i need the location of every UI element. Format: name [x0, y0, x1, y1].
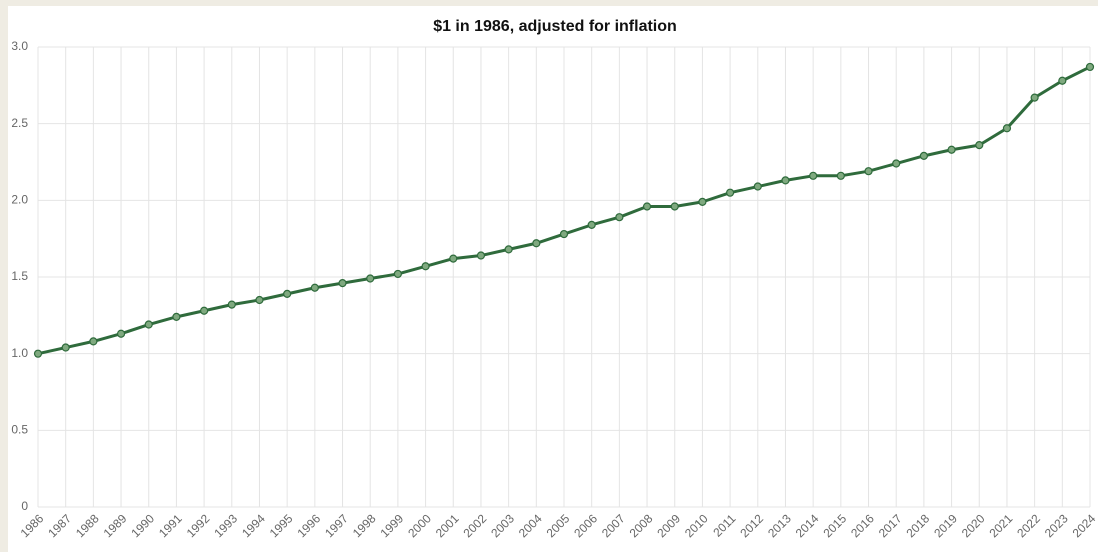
point: [310, 283, 319, 292]
point: [366, 274, 375, 283]
y-tick-label: 2.5: [11, 116, 28, 130]
point: [1002, 124, 1012, 133]
point: [781, 176, 790, 185]
point: [255, 295, 264, 305]
chart-title: $1 in 1986, adjusted for inflation: [433, 18, 677, 35]
point: [200, 306, 209, 315]
point: [283, 289, 292, 298]
point: [809, 171, 818, 180]
chart-panel: [8, 6, 1098, 552]
point: [61, 343, 70, 352]
point: [449, 254, 458, 263]
point: [726, 188, 735, 197]
point: [559, 229, 569, 239]
point: [698, 197, 707, 206]
point: [227, 300, 236, 309]
point: [836, 171, 845, 180]
point: [670, 202, 679, 211]
point: [947, 145, 956, 154]
point: [753, 182, 762, 191]
point: [476, 251, 486, 260]
y-tick-label: 1.5: [11, 269, 28, 283]
point: [1058, 76, 1067, 85]
point: [89, 337, 98, 346]
point: [421, 262, 430, 271]
y-tick-label: 1.0: [11, 346, 28, 360]
point: [338, 279, 347, 288]
point: [615, 213, 624, 222]
point: [172, 312, 181, 321]
point: [587, 220, 596, 229]
point: [33, 349, 43, 358]
y-tick-label: 0: [21, 499, 28, 513]
y-tick-label: 3.0: [11, 39, 28, 53]
point: [975, 141, 984, 150]
point: [1030, 93, 1039, 102]
point: [919, 151, 928, 160]
y-tick-label: 0.5: [11, 423, 28, 437]
point: [393, 269, 402, 279]
point: [892, 159, 901, 168]
point: [504, 245, 513, 254]
point: [642, 202, 652, 211]
y-tick-label: 2.0: [11, 193, 28, 207]
point: [116, 329, 126, 338]
point: [864, 167, 873, 176]
point: [144, 320, 153, 329]
point: [532, 239, 541, 248]
point: [1085, 62, 1095, 72]
